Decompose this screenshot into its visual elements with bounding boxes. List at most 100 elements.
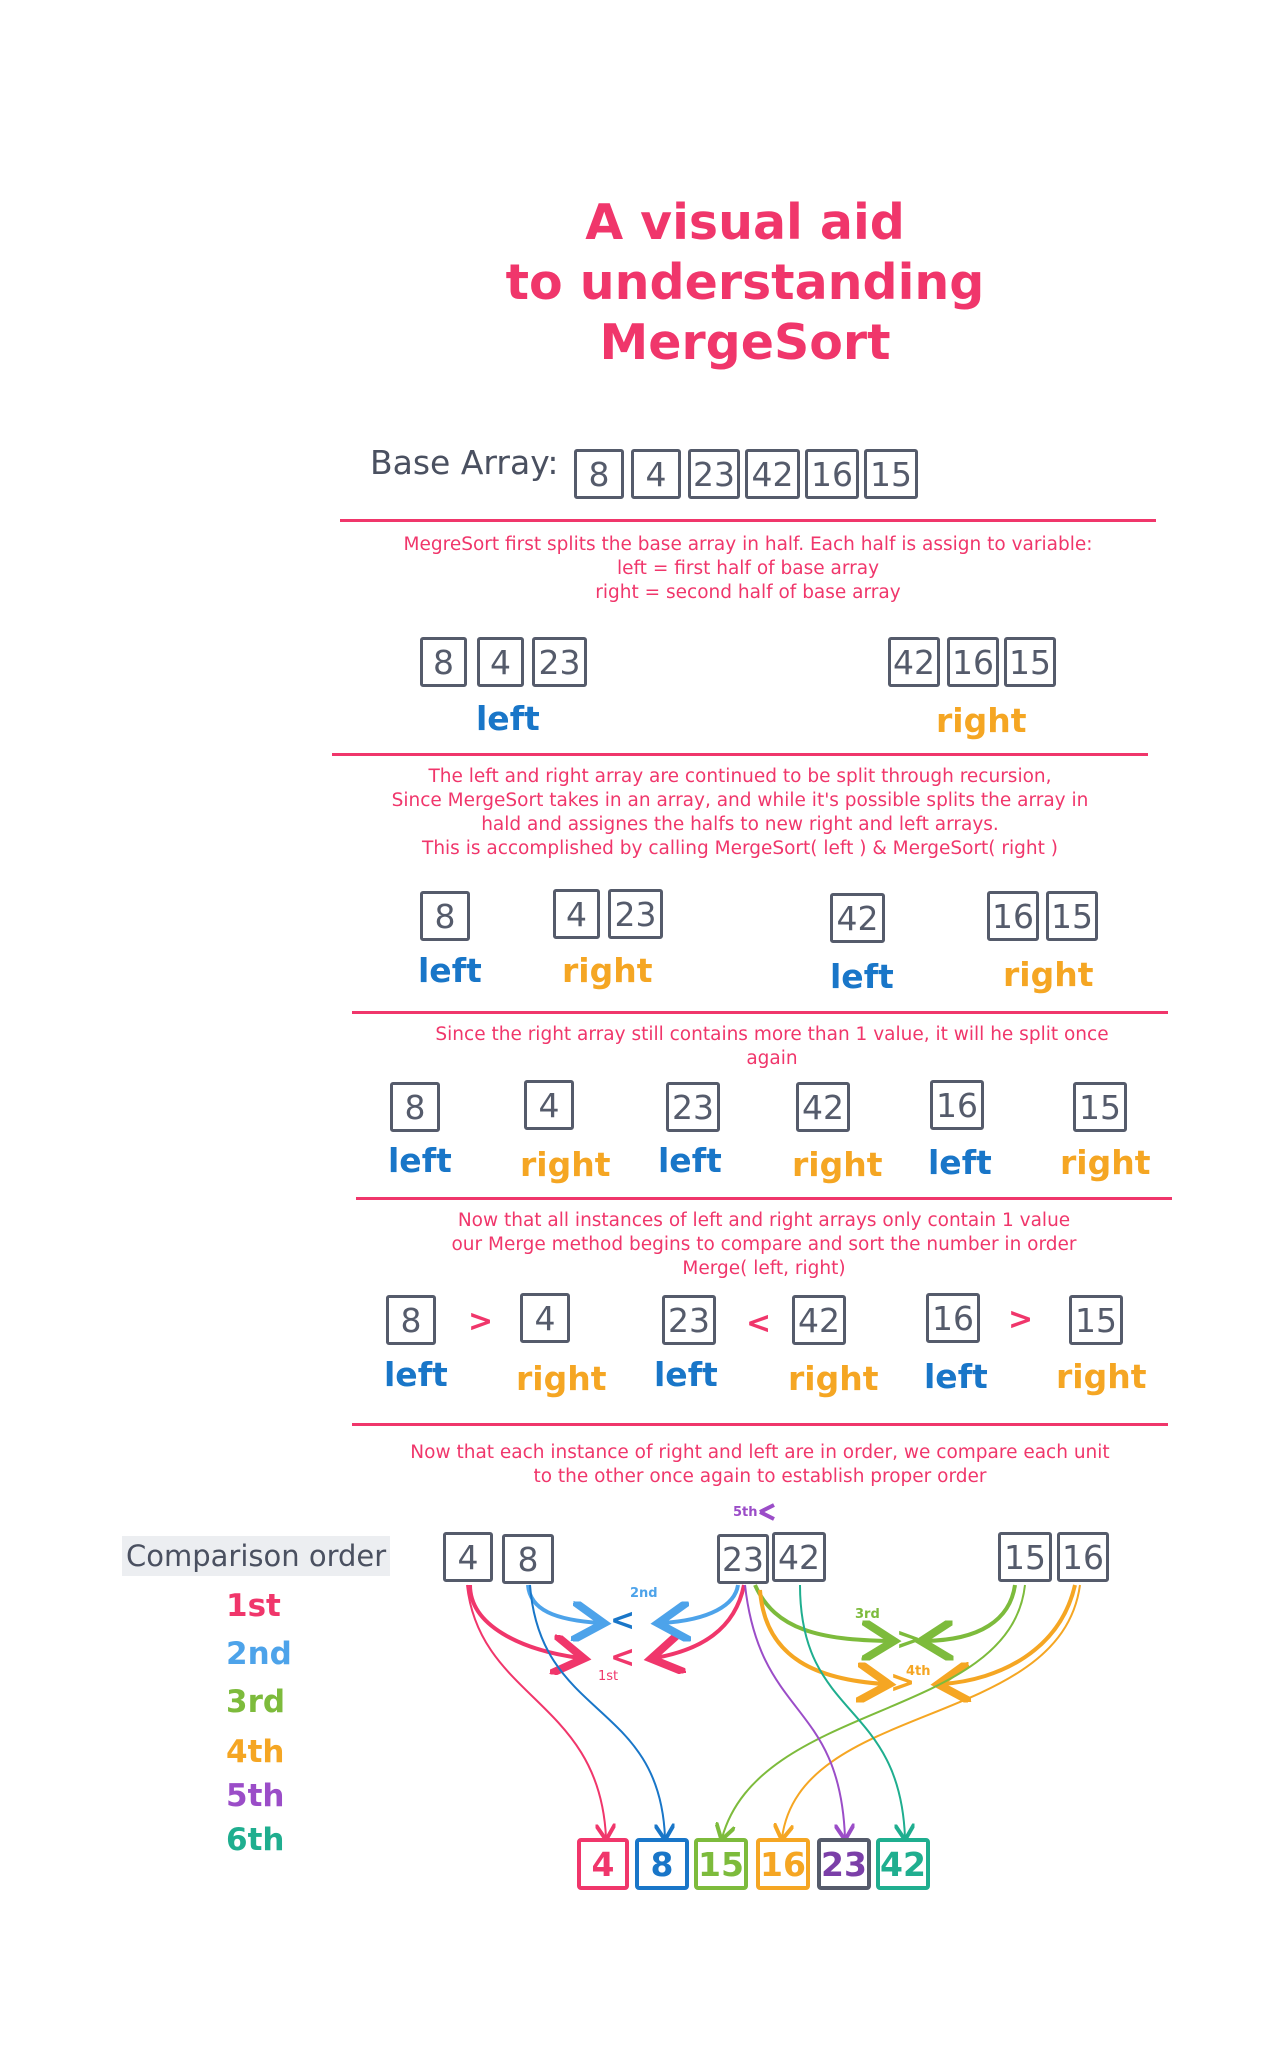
place-arrow-8 [529, 1584, 665, 1838]
l4-cell-1: 8 [386, 1295, 436, 1345]
compare-label-3rd: 3rd [855, 1607, 880, 1622]
note-merge: Now that all instances of left and right… [451, 1210, 1077, 1279]
l2-d-cell-2: 15 [1046, 891, 1098, 941]
l3-cell-3: 23 [666, 1082, 720, 1132]
compare-arrow-5th [759, 1503, 775, 1521]
legend-title: Comparison order [122, 1536, 391, 1576]
l3-label-6: right [1060, 1143, 1151, 1182]
l1-right-cell-2: 16 [947, 637, 999, 687]
compare-arrow-3rd-right [925, 1584, 1017, 1641]
legend-item-2nd: 2nd [226, 1636, 292, 1672]
l2-b-label: right [562, 951, 653, 990]
base-cell-5: 16 [805, 449, 859, 499]
l3-cell-6: 15 [1073, 1082, 1127, 1132]
l4-op-2: < [746, 1306, 772, 1341]
title-line-2: to understanding [505, 254, 985, 311]
base-cell-1: 8 [574, 449, 624, 499]
compare-symbol-4th: > [890, 1665, 916, 1700]
l4-cell-4: 42 [792, 1295, 846, 1345]
base-array-label: Base Array: [370, 443, 559, 482]
compare-arrow-1st-right [655, 1584, 746, 1658]
note-compare: Now that each instance of right and left… [410, 1442, 1110, 1487]
result-cell-8: 8 [635, 1838, 689, 1890]
l2-a-label: left [418, 951, 482, 990]
l1-left-cell-1: 8 [420, 637, 467, 687]
legend-item-3rd: 3rd [226, 1684, 286, 1720]
l1-right-label: right [936, 701, 1027, 740]
legend-item-1st: 1st [226, 1588, 281, 1624]
l5-cell-15: 15 [998, 1532, 1052, 1582]
l2-b-cell-2: 23 [608, 889, 663, 939]
l1-left-cell-2: 4 [477, 637, 524, 687]
divider-1 [340, 519, 1156, 522]
l3-cell-1: 8 [390, 1082, 440, 1132]
l5-cell-4: 4 [443, 1532, 493, 1582]
compare-label-1st: 1st [598, 1669, 619, 1684]
l4-cell-2: 4 [520, 1293, 570, 1343]
l2-c-label: left [830, 957, 894, 996]
l2-a-cell-1: 8 [420, 891, 470, 941]
compare-symbol-3rd: > [896, 1622, 922, 1657]
l3-cell-2: 4 [524, 1080, 574, 1130]
divider-2 [332, 753, 1148, 756]
result-cell-23: 23 [817, 1838, 871, 1890]
compare-symbol-2nd: < [610, 1603, 636, 1638]
l4-label-2: right [516, 1359, 607, 1398]
note-split: MegreSort first splits the base array in… [403, 534, 1093, 603]
compare-arrow-2nd-left [526, 1584, 600, 1623]
place-arrow-15 [722, 1584, 1026, 1838]
note-recursion: The left and right array are continued t… [391, 766, 1089, 859]
result-cell-42: 42 [876, 1838, 930, 1890]
place-arrow-16 [782, 1584, 1081, 1838]
l4-op-1: > [468, 1304, 494, 1339]
l4-label-6: right [1056, 1357, 1147, 1396]
l1-right-cell-1: 42 [888, 637, 940, 687]
base-cell-3: 23 [688, 449, 740, 499]
base-cell-6: 15 [864, 449, 918, 499]
place-arrow-4 [466, 1584, 606, 1838]
l4-cell-6: 15 [1069, 1295, 1123, 1345]
l2-c-cell-1: 42 [830, 893, 885, 943]
l2-d-cell-1: 16 [987, 891, 1039, 941]
place-arrow-42 [799, 1584, 905, 1838]
l1-right-cell-3: 15 [1004, 637, 1056, 687]
l3-label-5: left [928, 1143, 992, 1182]
l5-cell-8: 8 [502, 1534, 554, 1584]
l4-cell-5: 16 [926, 1293, 980, 1343]
l4-label-4: right [788, 1359, 879, 1398]
title-line-1: A visual aid [585, 194, 905, 251]
compare-arrow-4th-left [758, 1589, 885, 1684]
title-line-3: MergeSort [599, 314, 891, 371]
result-cell-15: 15 [694, 1838, 748, 1890]
l4-op-3: > [1008, 1302, 1034, 1337]
divider-3 [352, 1011, 1168, 1014]
l5-cell-42: 42 [772, 1532, 826, 1582]
compare-label-5th: 5th [733, 1505, 758, 1520]
place-arrow-23 [744, 1584, 845, 1838]
l5-cell-16: 16 [1057, 1532, 1109, 1582]
l3-label-2: right [520, 1145, 611, 1184]
divider-4 [356, 1197, 1172, 1200]
l4-label-3: left [654, 1355, 718, 1394]
compare-label-4th: 4th [906, 1664, 931, 1679]
l3-cell-5: 16 [930, 1080, 984, 1130]
base-cell-2: 4 [631, 449, 681, 499]
compare-arrow-4th-right [942, 1584, 1077, 1684]
l4-label-1: left [384, 1355, 448, 1394]
l3-label-1: left [388, 1141, 452, 1180]
base-cell-4: 42 [745, 449, 800, 499]
result-cell-4: 4 [577, 1838, 629, 1890]
l2-d-label: right [1003, 955, 1094, 994]
l5-cell-23: 23 [717, 1534, 769, 1584]
l2-b-cell-1: 4 [553, 889, 600, 939]
l1-left-label: left [476, 699, 540, 738]
l3-label-3: left [658, 1141, 722, 1180]
compare-arrow-2nd-right [662, 1584, 740, 1623]
l3-cell-4: 42 [796, 1082, 850, 1132]
l1-left-cell-3: 23 [532, 637, 587, 687]
legend-item-5th: 5th [226, 1778, 285, 1814]
compare-label-2nd: 2nd [630, 1586, 658, 1601]
result-cell-16: 16 [756, 1838, 810, 1890]
compare-arrow-1st-left [468, 1584, 580, 1658]
